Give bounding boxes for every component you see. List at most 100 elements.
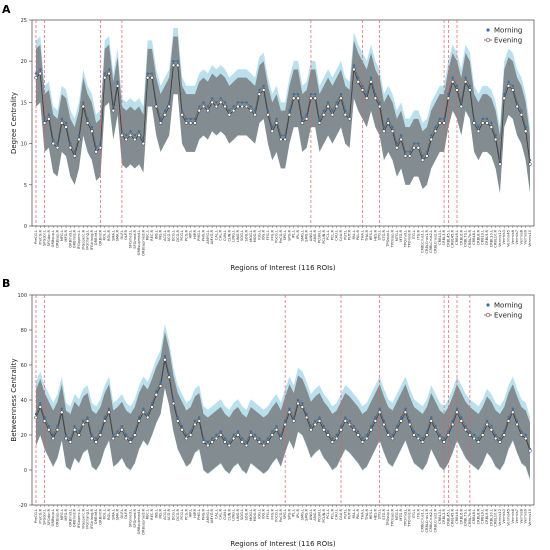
evening-point	[446, 96, 451, 101]
x-tick-label: SOG.R	[244, 230, 248, 242]
morning-point	[481, 430, 484, 433]
panel-label-b: B	[2, 277, 10, 290]
x-tick-label: CRBL3.R	[442, 230, 446, 246]
x-tick-label: PAL.R	[356, 230, 360, 241]
y-tick-label: 20	[21, 433, 27, 439]
evening-point	[60, 121, 64, 125]
evening-point	[180, 428, 184, 432]
x-tick-label: ANG.L	[309, 230, 313, 241]
evening-point	[459, 419, 464, 423]
panel-a-degree-centrality: 0 5 10 15 20 25 Degree Centrality Regions of In…	[10, 18, 535, 272]
morning-point	[82, 101, 85, 104]
x-tick-label: ORBmid.L	[68, 509, 72, 527]
morning-point	[51, 433, 55, 437]
morning-point	[511, 407, 515, 410]
morning-point	[515, 101, 519, 104]
x-tick-label: PreCG.R	[38, 230, 42, 245]
evening-point	[279, 436, 283, 441]
evening-point	[356, 80, 360, 84]
evening-point	[176, 63, 180, 68]
x-tick-label: TPOsup.L	[386, 230, 390, 248]
morning-point	[339, 92, 343, 96]
morning-point	[301, 402, 304, 405]
evening-point	[287, 113, 292, 117]
x-tick-label: IOG.L	[257, 509, 261, 519]
morning-point	[215, 433, 218, 437]
legend-evening-label: Evening	[494, 37, 522, 45]
morning-point	[408, 419, 411, 423]
morning-point	[236, 101, 240, 104]
morning-point	[60, 117, 63, 121]
morning-point	[258, 88, 261, 92]
morning-point	[378, 407, 381, 410]
x-tick-label: INS.R	[159, 509, 163, 519]
x-tick-label: ORBsup.R	[55, 230, 59, 248]
evening-point	[429, 137, 433, 142]
morning-point	[202, 101, 205, 104]
evening-point	[313, 96, 317, 101]
morning-point	[258, 437, 261, 440]
evening-point	[304, 117, 309, 121]
x-tick-label: INS.L	[154, 230, 158, 239]
x-tick-label: Vermis10	[528, 229, 532, 246]
x-tick-label: CRBLCrus2.R	[433, 509, 437, 533]
evening-point	[386, 121, 390, 125]
y-tick-label: 25	[21, 18, 27, 24]
x-tick-label: INS.L	[154, 509, 158, 518]
morning-point	[39, 68, 42, 71]
x-tick-label: CRBL6.L	[455, 230, 459, 245]
x-tick-label: REC.L	[146, 509, 150, 519]
morning-point	[430, 134, 433, 137]
morning-point	[339, 425, 343, 428]
evening-point	[240, 104, 244, 109]
x-tick-label: CRBLCrus2.L	[429, 509, 433, 532]
x-tick-label: ORBmid.R	[73, 230, 77, 249]
x-tick-label: SPG.L	[283, 230, 287, 240]
evening-point	[352, 67, 356, 72]
evening-point	[343, 113, 348, 117]
morning-point	[232, 433, 235, 437]
morning-point	[503, 430, 506, 433]
x-tick-label: ACG.L	[163, 230, 167, 241]
morning-point	[245, 101, 248, 104]
morning-point	[387, 117, 390, 121]
x-tick-label: CRBL10.R	[494, 508, 498, 526]
evening-point	[111, 436, 116, 441]
evening-point	[339, 428, 343, 432]
morning-point	[236, 430, 240, 433]
evening-point	[72, 428, 77, 432]
evening-point	[184, 121, 189, 125]
x-tick-label: HES.L	[369, 509, 373, 519]
evening-point	[468, 433, 472, 437]
morning-point	[43, 117, 46, 121]
evening-point	[317, 121, 322, 125]
evening-point	[193, 121, 197, 125]
morning-point	[464, 425, 467, 428]
x-tick-label: SOG.R	[244, 509, 248, 521]
y-tick-label: 100	[17, 293, 27, 299]
morning-point	[43, 416, 46, 419]
morning-point	[412, 430, 416, 433]
x-tick-label: ACG.R	[167, 509, 171, 521]
morning-point	[266, 109, 270, 112]
legend-morning-label: Morning	[494, 302, 522, 310]
morning-point	[344, 416, 347, 419]
morning-point	[34, 72, 38, 75]
x-tick-label: DCG.L	[171, 230, 175, 241]
evening-point	[395, 428, 399, 432]
x-tick-label: CRBL3.L	[438, 230, 442, 245]
x-tick-label: MTG.R	[399, 230, 403, 242]
evening-point	[511, 410, 515, 414]
y-tick-label: 20	[21, 59, 27, 65]
x-tick-label: CRBL8.L	[472, 230, 476, 245]
evening-point	[506, 84, 511, 88]
evening-point	[291, 419, 296, 423]
x-tick-label: IOG.R	[262, 509, 266, 520]
x-tick-label: SOG.L	[240, 230, 244, 241]
evening-point	[403, 410, 408, 414]
morning-point	[361, 84, 364, 88]
morning-point	[417, 433, 420, 437]
morning-point	[460, 416, 463, 419]
morning-point	[335, 101, 338, 104]
y-tick-label: 5	[24, 183, 27, 189]
